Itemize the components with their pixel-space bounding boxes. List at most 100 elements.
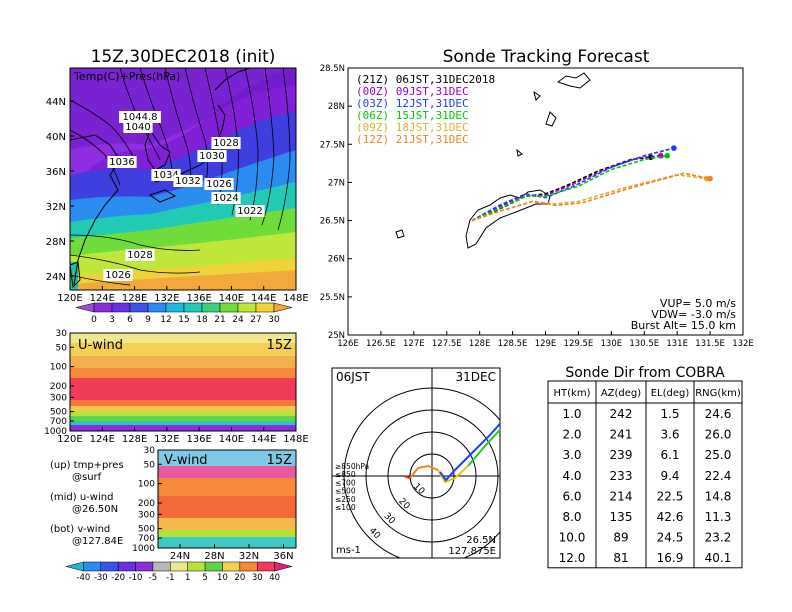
uwind-x-ticks: 120E 124E 128E 132E 136E 140E 144E 148E <box>57 427 309 445</box>
track-y-label: 26.5N <box>320 217 345 227</box>
wind-colorbar-tick: 40 <box>269 573 280 583</box>
table-cell: 24.5 <box>657 531 684 545</box>
pressure-label-bg <box>211 137 241 149</box>
polar-lat: 26.5N <box>466 535 496 546</box>
map-subtitle: Temp(C)+Pres(hPa) <box>73 70 180 83</box>
vwind-x-label: 28N <box>204 551 224 562</box>
table-cell: 23.2 <box>705 531 732 545</box>
tracking-frame <box>347 67 744 336</box>
track-legend-entry: (09Z) 18JST,31DEC <box>356 121 469 134</box>
track-x-label: 126E <box>337 339 359 349</box>
note-mid: (mid) u-wind <box>50 492 113 503</box>
polar-level-legend: ≥850hPa≤850≤700≤500≤250≤100 <box>335 462 369 512</box>
table-cell: 6.0 <box>562 489 581 503</box>
pressure-label-bg <box>235 205 265 217</box>
table-cell: 135 <box>610 510 633 524</box>
uwind-x-label: 124E <box>90 434 115 445</box>
track-y-label: 25N <box>328 331 345 341</box>
pressure-label: 1030 <box>199 151 224 162</box>
wind-colorbar-tick: 1 <box>185 573 190 583</box>
track-x-label: 130E <box>601 339 623 349</box>
track-y-label: 27.5N <box>320 140 345 150</box>
track-y-label: 28.5N <box>320 64 345 74</box>
uwind-x-label: 140E <box>219 434 244 445</box>
uwind-x-label: 148E <box>283 434 308 445</box>
surface-map-panel: 15Z,30DEC2018 (init) <box>46 47 309 325</box>
table-cell: 12.0 <box>559 551 586 565</box>
pressure-label: 700 <box>50 417 67 427</box>
uwind-x-label: 128E <box>122 434 147 445</box>
wind-colorbar-tick: -10 <box>129 573 143 583</box>
pressure-label: 1032 <box>175 176 200 187</box>
colorbar-cell <box>183 302 203 313</box>
track-y-label: 25.5N <box>320 293 345 303</box>
pressure-label: 1036 <box>109 157 134 168</box>
colorbar-tick: 9 <box>145 315 151 325</box>
pressure-label: 200 <box>138 499 155 509</box>
track-legend-entry: (21Z) 06JST,31DEC2018 <box>356 73 495 86</box>
vwind-x-ticks: 24N 28N 32N 36N <box>170 544 294 562</box>
pressure-label: 30 <box>144 446 156 456</box>
table-cell: 25.0 <box>705 448 732 462</box>
map-frame <box>69 67 297 291</box>
table-cell: 2.0 <box>562 428 581 442</box>
note-up: (up) tmp+pres <box>50 460 124 471</box>
polar-legend-entry: ≤250 <box>335 495 356 504</box>
uwind-frame <box>69 332 297 432</box>
vwind-frame <box>157 449 297 549</box>
pressure-label: 700 <box>138 534 155 544</box>
map-lat-label: 44N <box>46 97 66 108</box>
pressure-label: 1034 <box>153 170 178 181</box>
burst-alt-text: Burst Alt= 15.0 km <box>631 319 736 332</box>
table-cell: 242 <box>610 407 633 421</box>
pressure-label: 1024 <box>213 193 238 204</box>
pressure-label-bg <box>125 249 155 261</box>
wind-colorbar-cell <box>204 561 223 572</box>
tracking-series <box>471 145 713 222</box>
track-x-label: 129E <box>535 339 557 349</box>
map-lon-label: 148E <box>283 293 308 304</box>
track-legend-entry: (06Z) 15JST,31DEC <box>356 109 469 122</box>
pressure-label: 1026 <box>105 270 130 281</box>
track-line <box>471 154 668 222</box>
track-legend-entry: (03Z) 12JST,31DEC <box>356 97 469 110</box>
cobra-title: Sonde Dir from COBRA <box>565 365 725 381</box>
table-cell: 16.9 <box>657 551 684 565</box>
table-cell: 1.5 <box>660 407 679 421</box>
uwind-time: 15Z <box>267 338 293 353</box>
polar-legend-entry: ≤850 <box>335 470 356 479</box>
polar-unit: ms-1 <box>336 545 361 556</box>
wind-colorbar-cell <box>239 561 258 572</box>
colorbar-cell <box>201 302 221 313</box>
colorbar-tick: 6 <box>127 315 133 325</box>
colorbar-cell <box>93 302 113 313</box>
table-cell: 22.4 <box>705 469 732 483</box>
colorbar-cell <box>219 302 239 313</box>
track-x-label: 131E <box>666 339 688 349</box>
track-x-label: 126.5E <box>366 339 396 349</box>
wind-colorbar-cell <box>187 561 206 572</box>
isobars <box>70 68 291 286</box>
polar-legend-entry: ≤100 <box>335 503 356 512</box>
table-cell: 42.6 <box>657 510 684 524</box>
table-cell: 22.5 <box>657 489 684 503</box>
vwind-x-label: 32N <box>239 551 259 562</box>
wind-colorbar-tick: 30 <box>252 573 263 583</box>
tracking-coastlines <box>395 72 591 249</box>
cobra-panel: Sonde Dir from COBRA HT(km) AZ(deg) EL(deg… <box>547 365 743 569</box>
track-endpoint <box>707 175 713 182</box>
tracking-legend: (21Z) 06JST,31DEC2018(00Z) 09JST,31DEC(0… <box>356 73 495 146</box>
uwind-x-label: 144E <box>251 434 276 445</box>
pressure-label-bg <box>204 178 234 190</box>
polar-rings <box>332 368 500 558</box>
colorbar-cell <box>75 302 95 313</box>
polar-legend-entry: ≤500 <box>335 487 356 496</box>
colorbar-tick: 24 <box>232 315 244 325</box>
pressure-label: 30 <box>56 329 68 339</box>
uwind-x-label: 132E <box>154 434 179 445</box>
track-x-label: 128E <box>469 339 491 349</box>
table-cell: 1.0 <box>562 407 581 421</box>
pressure-label-bg <box>107 156 137 168</box>
table-frame <box>547 380 743 569</box>
